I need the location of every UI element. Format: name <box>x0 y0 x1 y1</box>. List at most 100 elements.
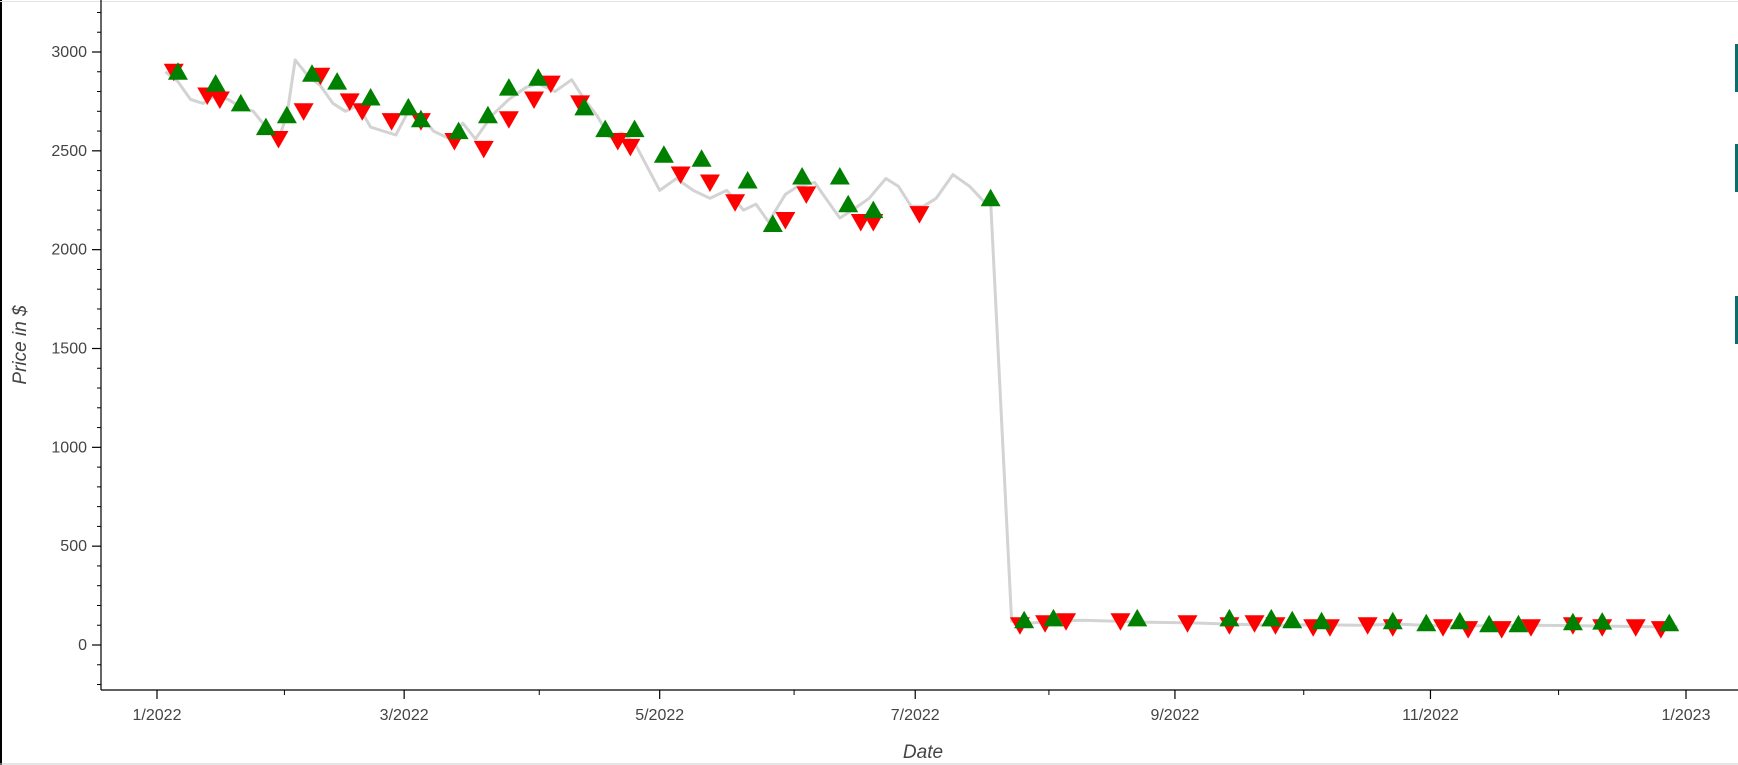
buy-marker <box>205 74 226 92</box>
buy-marker <box>1127 608 1148 627</box>
clipped-mark <box>1735 144 1738 192</box>
sell-marker <box>473 140 494 159</box>
buy-marker <box>792 167 813 185</box>
buy-marker <box>863 200 884 219</box>
buy-marker <box>1416 613 1437 632</box>
x-tick-label: 11/2022 <box>1402 707 1459 724</box>
sell-marker <box>498 111 519 129</box>
sell-marker <box>268 130 289 149</box>
buy-marker <box>1382 611 1403 630</box>
buy-marker <box>691 149 712 167</box>
sell-marker <box>1056 613 1077 631</box>
sell-marker <box>352 103 373 121</box>
buy-marker <box>301 64 322 82</box>
y-axis-minor-ticks <box>97 11 101 686</box>
buy-marker <box>595 119 616 138</box>
clipped-right-edge-marks <box>1735 44 1738 344</box>
x-tick-label: 1/2023 <box>1662 707 1711 724</box>
y-tick-label: 3000 <box>51 44 87 61</box>
sell-marker <box>339 93 360 111</box>
sell-marker <box>1110 613 1131 631</box>
buy-marker <box>829 167 850 185</box>
sell-marker <box>775 212 796 230</box>
x-tick-label: 5/2022 <box>635 707 684 724</box>
price-line <box>164 58 1678 629</box>
x-axis-major-ticks <box>156 690 1687 699</box>
buy-marker <box>1479 614 1500 633</box>
sell-marker <box>1433 619 1454 637</box>
y-tick-label: 2500 <box>51 143 87 160</box>
buy-marker <box>653 145 674 163</box>
buy-marker <box>1562 612 1583 631</box>
buy-marker <box>230 93 251 112</box>
x-tick-label: 3/2022 <box>380 707 429 724</box>
buy-marker <box>737 170 758 189</box>
sell-marker <box>1177 615 1198 633</box>
buy-marker <box>624 119 645 138</box>
sell-marker <box>796 186 817 204</box>
sell-marker <box>909 206 930 224</box>
buy-marker <box>1592 612 1613 630</box>
clipped-mark <box>1735 296 1738 344</box>
y-tick-label: 500 <box>60 538 87 555</box>
sell-marker <box>670 166 691 185</box>
buy-marker <box>838 194 859 213</box>
sell-marker <box>699 174 720 192</box>
y-tick-label: 2000 <box>51 242 87 259</box>
buy-marker <box>1449 611 1470 630</box>
y-tick-label: 1000 <box>51 439 87 456</box>
x-tick-label: 1/2022 <box>133 707 182 724</box>
buy-marker <box>255 117 276 136</box>
sell-marker <box>381 113 402 131</box>
buy-marker <box>398 97 419 116</box>
buy-marker <box>980 188 1001 207</box>
y-axis-major-ticks <box>92 51 101 646</box>
buy-marker <box>276 105 297 124</box>
buy-marker <box>477 105 498 124</box>
buy-marker <box>762 214 783 232</box>
buy-marker <box>574 97 595 116</box>
buy-marker <box>1311 611 1332 630</box>
buy-marker <box>167 62 188 80</box>
sell-marker <box>293 103 314 121</box>
buy-marker <box>1261 608 1282 627</box>
x-axis-tick-labels: 1/2022 3/2022 5/2022 7/2022 9/2022 11/2022 1/2… <box>133 707 1711 724</box>
y-axis-title: Price in $ <box>10 305 31 385</box>
buy-marker <box>410 109 431 128</box>
x-axis-minor-ticks <box>283 690 1560 695</box>
buy-marker <box>1508 614 1529 633</box>
sell-marker <box>524 91 545 109</box>
buy-marker <box>327 72 348 90</box>
sell-marker <box>1521 619 1542 637</box>
x-tick-label: 7/2022 <box>891 707 940 724</box>
buy-marker <box>1659 613 1680 632</box>
y-axis: 0 500 1000 1500 2000 2500 3000 <box>51 0 102 690</box>
buy-marker <box>448 121 469 140</box>
sell-marker <box>607 132 628 151</box>
buy-markers <box>167 62 1680 633</box>
buy-marker <box>1043 608 1064 627</box>
sell-marker <box>725 194 746 212</box>
buy-marker <box>1014 610 1035 629</box>
buy-marker <box>1219 608 1240 627</box>
y-axis-tick-labels: 0 500 1000 1500 2000 2500 3000 <box>51 44 87 654</box>
sell-marker <box>1357 617 1378 635</box>
sell-marker <box>1491 621 1512 639</box>
y-tick-label: 0 <box>78 637 87 654</box>
buy-marker <box>528 68 549 86</box>
sell-marker <box>1244 615 1265 633</box>
x-axis: 1/2022 3/2022 5/2022 7/2022 9/2022 11/2022 1/2… <box>101 689 1738 724</box>
sell-marker <box>863 213 884 232</box>
buy-marker <box>360 87 381 106</box>
sell-marker <box>620 138 641 157</box>
y-tick-label: 1500 <box>51 341 87 358</box>
sell-marker <box>209 91 230 109</box>
sell-marker <box>1625 619 1646 637</box>
clipped-mark <box>1735 44 1738 92</box>
buy-marker <box>1282 610 1303 629</box>
sell-marker <box>850 213 871 232</box>
plot-area <box>163 58 1680 639</box>
x-axis-title: Date <box>903 742 943 763</box>
buy-marker <box>498 78 519 96</box>
